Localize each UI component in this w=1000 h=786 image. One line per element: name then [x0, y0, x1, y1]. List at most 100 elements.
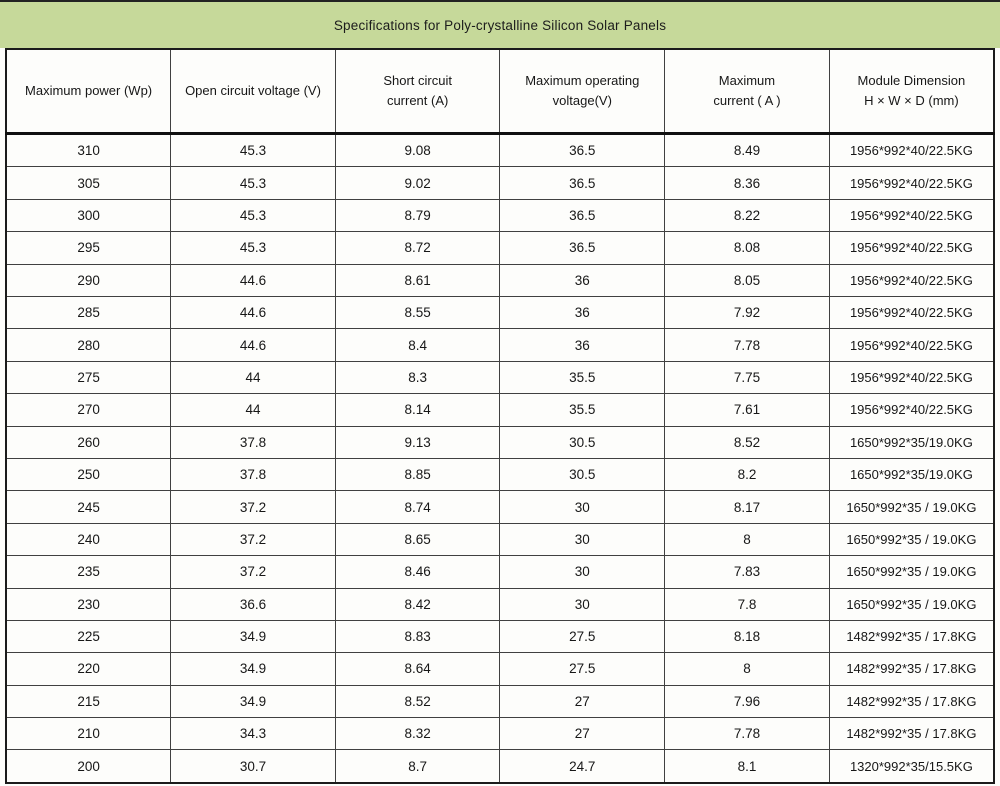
table-cell-open-circuit-voltage: 37.8: [170, 425, 336, 459]
column-header-max-operating-voltage: Maximum operating voltage(V): [499, 48, 666, 135]
table-cell-open-circuit-voltage: 34.3: [170, 717, 336, 751]
table-cell-max-power: 200: [5, 749, 172, 784]
table-cell-open-circuit-voltage: 37.2: [170, 522, 336, 557]
table-cell-open-circuit-voltage: 44: [170, 360, 336, 395]
table-cell-max-power: 290: [5, 263, 172, 297]
table-row: 215 34.9 8.52 27 7.96 1482*992*35 / 17.8KG: [5, 684, 995, 719]
table-cell-short-circuit-current: 8.42: [334, 587, 501, 621]
table-cell-module-dimension: 1956*992*40/22.5KG: [828, 263, 995, 297]
table-cell-max-current: 8: [664, 522, 830, 557]
table-cell-max-current: 8.17: [664, 490, 830, 524]
table-cell-max-current: 7.78: [664, 328, 830, 362]
table-cell-short-circuit-current: 8.83: [334, 619, 501, 654]
table-cell-module-dimension: 1650*992*35 / 19.0KG: [828, 522, 995, 557]
table-cell-short-circuit-current: 8.61: [334, 263, 501, 297]
table-cell-max-current: 8.49: [664, 132, 830, 168]
table-row: 290 44.6 8.61 36 8.05 1956*992*40/22.5KG: [5, 263, 995, 297]
table-row: 230 36.6 8.42 30 7.8 1650*992*35 / 19.0KG: [5, 587, 995, 621]
spec-table: Maximum power (Wp) Open circuit voltage (…: [5, 48, 995, 784]
table-cell-max-operating-voltage: 27.5: [499, 652, 666, 686]
table-cell-open-circuit-voltage: 34.9: [170, 619, 336, 654]
table-cell-short-circuit-current: 8.7: [334, 749, 501, 784]
table-cell-max-power: 285: [5, 295, 172, 330]
table-cell-short-circuit-current: 8.64: [334, 652, 501, 686]
table-cell-open-circuit-voltage: 45.3: [170, 166, 336, 200]
table-cell-open-circuit-voltage: 45.3: [170, 132, 336, 168]
table-cell-max-current: 7.78: [664, 717, 830, 751]
table-cell-open-circuit-voltage: 45.3: [170, 198, 336, 233]
table-cell-short-circuit-current: 8.74: [334, 490, 501, 524]
table-cell-max-operating-voltage: 30: [499, 490, 666, 524]
table-cell-open-circuit-voltage: 37.8: [170, 457, 336, 492]
table-cell-open-circuit-voltage: 44.6: [170, 263, 336, 297]
table-cell-max-power: 270: [5, 393, 172, 427]
table-cell-max-operating-voltage: 36.5: [499, 166, 666, 200]
table-cell-short-circuit-current: 8.3: [334, 360, 501, 395]
table-cell-max-current: 8.05: [664, 263, 830, 297]
table-cell-max-current: 8.22: [664, 198, 830, 233]
title-bar: Specifications for Poly-crystalline Sili…: [0, 0, 1000, 48]
table-row: 240 37.2 8.65 30 8 1650*992*35 / 19.0KG: [5, 522, 995, 557]
table-cell-short-circuit-current: 8.46: [334, 555, 501, 589]
table-cell-max-current: 7.92: [664, 295, 830, 330]
table-row: 260 37.8 9.13 30.5 8.52 1650*992*35/19.0KG: [5, 425, 995, 459]
table-row: 300 45.3 8.79 36.5 8.22 1956*992*40/22.5KG: [5, 198, 995, 233]
table-cell-max-current: 8.08: [664, 231, 830, 265]
table-cell-module-dimension: 1482*992*35 / 17.8KG: [828, 619, 995, 654]
table-cell-module-dimension: 1320*992*35/15.5KG: [828, 749, 995, 784]
table-cell-max-current: 8.2: [664, 457, 830, 492]
table-cell-max-current: 7.8: [664, 587, 830, 621]
table-cell-max-power: 215: [5, 684, 172, 719]
table-cell-open-circuit-voltage: 37.2: [170, 490, 336, 524]
table-row: 225 34.9 8.83 27.5 8.18 1482*992*35 / 17.8KG: [5, 619, 995, 654]
table-cell-max-operating-voltage: 24.7: [499, 749, 666, 784]
table-cell-short-circuit-current: 8.4: [334, 328, 501, 362]
table-cell-max-current: 7.96: [664, 684, 830, 719]
table-cell-module-dimension: 1650*992*35 / 19.0KG: [828, 587, 995, 621]
table-cell-short-circuit-current: 8.32: [334, 717, 501, 751]
table-cell-max-current: 8.18: [664, 619, 830, 654]
table-cell-max-operating-voltage: 36.5: [499, 132, 666, 168]
table-cell-short-circuit-current: 8.72: [334, 231, 501, 265]
table-cell-max-operating-voltage: 36.5: [499, 231, 666, 265]
table-cell-max-power: 300: [5, 198, 172, 233]
table-cell-max-operating-voltage: 30: [499, 555, 666, 589]
column-header-open-circuit-voltage: Open circuit voltage (V): [170, 48, 336, 135]
table-cell-module-dimension: 1956*992*40/22.5KG: [828, 295, 995, 330]
table-cell-module-dimension: 1956*992*40/22.5KG: [828, 198, 995, 233]
table-row: 210 34.3 8.32 27 7.78 1482*992*35 / 17.8KG: [5, 717, 995, 751]
column-header-module-dimension: Module Dimension H × W × D (mm): [828, 48, 995, 135]
table-row: 220 34.9 8.64 27.5 8 1482*992*35 / 17.8KG: [5, 652, 995, 686]
table-row: 305 45.3 9.02 36.5 8.36 1956*992*40/22.5KG: [5, 166, 995, 200]
table-cell-max-current: 7.83: [664, 555, 830, 589]
table-cell-max-operating-voltage: 30.5: [499, 425, 666, 459]
table-cell-open-circuit-voltage: 45.3: [170, 231, 336, 265]
table-cell-max-operating-voltage: 36: [499, 263, 666, 297]
table-cell-max-current: 8.1: [664, 749, 830, 784]
spec-table-head: Maximum power (Wp) Open circuit voltage (…: [5, 48, 995, 135]
table-cell-module-dimension: 1956*992*40/22.5KG: [828, 360, 995, 395]
table-cell-max-power: 305: [5, 166, 172, 200]
table-cell-max-current: 8: [664, 652, 830, 686]
table-cell-max-current: 7.61: [664, 393, 830, 427]
table-cell-module-dimension: 1956*992*40/22.5KG: [828, 132, 995, 168]
page-title: Specifications for Poly-crystalline Sili…: [333, 17, 667, 33]
table-cell-max-operating-voltage: 27: [499, 717, 666, 751]
table-cell-short-circuit-current: 8.14: [334, 393, 501, 427]
table-cell-open-circuit-voltage: 34.9: [170, 684, 336, 719]
table-cell-module-dimension: 1650*992*35 / 19.0KG: [828, 555, 995, 589]
table-cell-max-power: 250: [5, 457, 172, 492]
table-cell-max-power: 220: [5, 652, 172, 686]
table-cell-max-power: 210: [5, 717, 172, 751]
table-cell-module-dimension: 1482*992*35 / 17.8KG: [828, 684, 995, 719]
table-cell-max-operating-voltage: 36: [499, 328, 666, 362]
table-cell-max-operating-voltage: 36: [499, 295, 666, 330]
table-cell-max-current: 7.75: [664, 360, 830, 395]
table-cell-max-operating-voltage: 27.5: [499, 619, 666, 654]
column-header-short-circuit-current: Short circuit current (A): [334, 48, 501, 135]
table-cell-module-dimension: 1956*992*40/22.5KG: [828, 231, 995, 265]
table-cell-open-circuit-voltage: 36.6: [170, 587, 336, 621]
table-cell-open-circuit-voltage: 44.6: [170, 295, 336, 330]
table-cell-short-circuit-current: 8.79: [334, 198, 501, 233]
